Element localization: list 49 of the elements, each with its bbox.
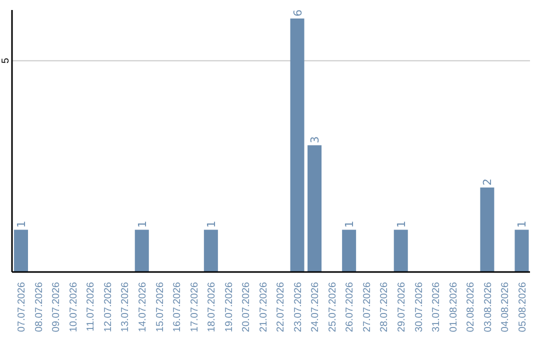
x-tick-label: 31.07.2026 <box>431 282 442 332</box>
x-tick-label: 17.07.2026 <box>189 282 200 332</box>
x-tick-label: 08.07.2026 <box>34 282 45 332</box>
x-tick-label: 15.07.2026 <box>154 282 166 332</box>
bar <box>14 230 28 272</box>
y-tick-label: 5 <box>0 57 12 64</box>
data-label: 6 <box>291 9 304 16</box>
bar <box>342 230 356 272</box>
bar <box>204 230 218 272</box>
data-label: 2 <box>481 178 494 186</box>
x-tick-label: 05.08.2026 <box>517 282 528 332</box>
x-tick-label: 13.07.2026 <box>120 282 132 332</box>
data-label: 1 <box>394 220 408 228</box>
x-tick-label: 29.07.2026 <box>396 282 408 332</box>
x-tick-label: 10.07.2026 <box>68 282 80 332</box>
x-tick-label: 11.07.2026 <box>86 282 97 332</box>
data-label: 1 <box>15 220 28 228</box>
x-tick-label: 25.07.2026 <box>327 282 338 332</box>
data-label: 1 <box>204 220 218 228</box>
x-tick-label: 20.07.2026 <box>241 282 252 332</box>
bar <box>514 230 529 272</box>
data-label: 1 <box>516 220 529 228</box>
x-tick-label: 12.07.2026 <box>102 282 114 332</box>
x-tick-label: 19.07.2026 <box>224 282 235 332</box>
data-label: 3 <box>308 136 322 144</box>
x-tick-label: 01.08.2026 <box>448 282 460 332</box>
x-tick-label: 22.07.2026 <box>276 282 287 332</box>
data-label: 1 <box>136 220 149 228</box>
x-tick-label: 21.07.2026 <box>258 282 270 332</box>
bar <box>308 145 322 272</box>
x-tick-label: 02.08.2026 <box>466 282 477 332</box>
x-tick-label: 18.07.2026 <box>206 282 218 332</box>
x-tick-label: 16.07.2026 <box>172 282 184 332</box>
x-tick-label: 07.07.2026 <box>16 282 28 332</box>
x-tick-label: 30.07.2026 <box>414 282 425 332</box>
x-tick-label: 28.07.2026 <box>379 282 390 332</box>
bar <box>480 187 494 272</box>
x-tick-label: 03.08.2026 <box>482 282 494 332</box>
bar <box>290 18 304 272</box>
x-tick-label: 14.07.2026 <box>138 282 148 332</box>
x-tick-label: 24.07.2026 <box>310 282 322 332</box>
x-tick-label: 27.07.2026 <box>362 282 373 332</box>
x-tick-label: 09.07.2026 <box>51 282 62 332</box>
x-tick-label: 23.07.2026 <box>292 282 304 332</box>
bar <box>394 230 408 272</box>
bar <box>134 230 149 272</box>
x-tick-label: 26.07.2026 <box>344 282 356 332</box>
x-tick-label: 04.08.2026 <box>500 282 512 332</box>
data-label: 1 <box>343 220 356 228</box>
